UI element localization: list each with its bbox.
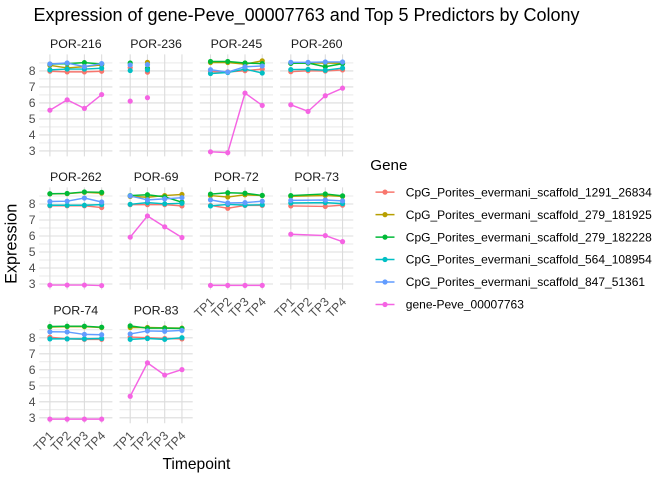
svg-text:gene-Peve_00007763: gene-Peve_00007763 (406, 298, 524, 312)
svg-text:8: 8 (29, 331, 36, 345)
svg-text:POR-236: POR-236 (130, 37, 182, 51)
svg-text:CpG_Porites_evermani_scaffold_: CpG_Porites_evermani_scaffold_1291_26834 (406, 185, 652, 199)
svg-text:3: 3 (29, 277, 36, 291)
svg-text:6: 6 (29, 96, 36, 110)
svg-text:Expression of gene-Peve_000077: Expression of gene-Peve_00007763 and Top… (34, 5, 580, 26)
svg-text:6: 6 (29, 363, 36, 377)
svg-text:CpG_Porites_evermani_scaffold_: CpG_Porites_evermani_scaffold_279_181925 (406, 208, 652, 222)
svg-text:POR-74: POR-74 (53, 304, 98, 318)
svg-text:POR-69: POR-69 (134, 170, 179, 184)
svg-text:POR-83: POR-83 (134, 304, 179, 318)
svg-text:CpG_Porites_evermani_scaffold_: CpG_Porites_evermani_scaffold_279_182228 (406, 230, 652, 244)
svg-text:3: 3 (29, 411, 36, 425)
svg-text:7: 7 (29, 347, 36, 361)
svg-text:Timepoint: Timepoint (162, 456, 231, 473)
svg-text:8: 8 (29, 64, 36, 78)
svg-text:POR-73: POR-73 (294, 170, 339, 184)
svg-text:POR-260: POR-260 (291, 37, 343, 51)
svg-text:POR-216: POR-216 (50, 37, 102, 51)
svg-text:7: 7 (29, 80, 36, 94)
svg-text:6: 6 (29, 229, 36, 243)
svg-text:3: 3 (29, 144, 36, 158)
svg-text:Expression: Expression (3, 204, 21, 284)
svg-text:POR-245: POR-245 (211, 37, 263, 51)
svg-text:CpG_Porites_evermani_scaffold_: CpG_Porites_evermani_scaffold_564_108954 (406, 253, 652, 267)
svg-text:5: 5 (29, 245, 36, 259)
svg-text:POR-72: POR-72 (214, 170, 259, 184)
svg-text:5: 5 (29, 379, 36, 393)
svg-text:8: 8 (29, 197, 36, 211)
svg-text:Gene: Gene (370, 157, 407, 174)
svg-text:7: 7 (29, 213, 36, 227)
svg-text:CpG_Porites_evermani_scaffold_: CpG_Porites_evermani_scaffold_847_51361 (406, 275, 646, 289)
svg-text:5: 5 (29, 112, 36, 126)
svg-text:4: 4 (29, 128, 36, 142)
svg-text:4: 4 (29, 395, 36, 409)
svg-text:POR-262: POR-262 (50, 170, 102, 184)
svg-text:4: 4 (29, 261, 36, 275)
